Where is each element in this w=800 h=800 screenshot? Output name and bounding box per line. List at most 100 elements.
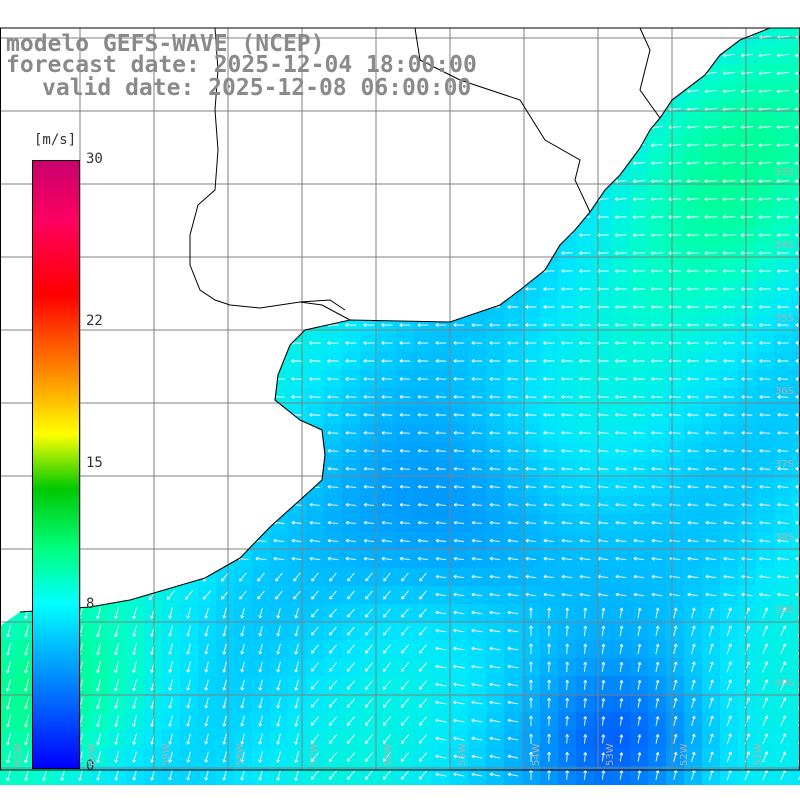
wind-arrow — [186, 661, 191, 673]
wind-arrow — [93, 287, 105, 291]
wind-arrow — [615, 502, 627, 507]
wind-arrow — [42, 769, 47, 782]
wind-cell — [306, 568, 325, 587]
wind-cell — [306, 190, 325, 209]
wind-cell — [432, 100, 451, 119]
wind-arrow — [111, 376, 123, 381]
wind-arrow — [687, 448, 699, 453]
wind-cell — [486, 46, 505, 65]
wind-arrow — [795, 287, 800, 291]
wind-cell — [486, 424, 505, 443]
wind-arrow — [435, 772, 447, 777]
wind-cell — [198, 172, 217, 191]
wind-arrow — [255, 520, 267, 525]
wind-cell — [126, 352, 145, 371]
wind-cell — [684, 694, 703, 713]
wind-arrow — [201, 233, 213, 238]
wind-cell — [198, 226, 217, 245]
wind-cell — [540, 172, 559, 191]
wind-cell — [504, 172, 523, 191]
wind-cell — [396, 118, 415, 137]
wind-arrow — [776, 197, 790, 202]
wind-arrow — [758, 233, 772, 238]
wind-arrow — [237, 430, 249, 435]
wind-cell — [126, 424, 145, 443]
wind-arrow — [400, 716, 410, 726]
wind-cell — [324, 208, 343, 227]
wind-cell — [666, 370, 685, 389]
wind-cell — [702, 118, 721, 137]
wind-cell — [486, 64, 505, 83]
wind-arrow — [110, 520, 123, 525]
wind-arrow — [435, 161, 447, 166]
wind-arrow — [164, 520, 177, 525]
wind-cell — [666, 748, 685, 767]
wind-cell — [378, 100, 397, 119]
wind-arrow — [740, 269, 753, 273]
wind-arrow — [165, 287, 177, 291]
wind-arrow — [597, 161, 609, 166]
wind-arrow — [186, 733, 191, 745]
wind-arrow — [309, 430, 321, 435]
wind-cell — [684, 100, 703, 119]
wind-arrow — [111, 412, 123, 417]
wind-cell — [414, 154, 433, 173]
wind-arrow — [345, 376, 357, 381]
wind-arrow — [200, 430, 213, 435]
wind-cell — [720, 658, 739, 677]
wind-arrow — [561, 538, 573, 543]
wind-arrow — [687, 466, 699, 471]
wind-arrow — [794, 89, 800, 94]
wind-arrow — [21, 323, 33, 327]
wind-arrow — [651, 71, 663, 76]
wind-arrow — [632, 215, 645, 220]
wind-cell — [378, 154, 397, 173]
wind-arrow — [471, 215, 483, 220]
wind-cell — [270, 370, 289, 389]
wind-arrow — [365, 572, 373, 582]
wind-cell — [270, 154, 289, 173]
wind-arrow — [525, 323, 537, 327]
wind-arrow — [291, 233, 303, 238]
wind-arrow — [759, 520, 771, 525]
wind-cell — [234, 748, 253, 767]
wind-cell — [558, 370, 577, 389]
wind-cell — [360, 586, 379, 605]
wind-arrow — [129, 412, 141, 417]
wind-arrow — [21, 341, 33, 345]
wind-cell — [234, 766, 253, 785]
wind-arrow — [632, 179, 645, 184]
wind-arrow — [777, 556, 789, 561]
wind-cell — [414, 262, 433, 281]
wind-cell — [450, 388, 469, 407]
wind-cell — [450, 280, 469, 299]
wind-arrow — [453, 143, 465, 148]
wind-cell — [720, 406, 739, 425]
wind-cell — [576, 136, 595, 155]
wind-cell — [558, 190, 577, 209]
wind-arrow — [489, 484, 501, 489]
wind-cell — [774, 694, 793, 713]
wind-arrow — [201, 251, 213, 256]
wind-cell — [324, 730, 343, 749]
wind-cell — [234, 190, 253, 209]
wind-arrow — [399, 376, 411, 381]
wind-arrow — [201, 538, 213, 543]
wind-arrow — [453, 646, 465, 651]
wind-arrow — [615, 484, 627, 489]
wind-cell — [666, 712, 685, 731]
wind-cell — [792, 478, 800, 497]
wind-cell — [270, 586, 289, 605]
wind-arrow — [686, 215, 700, 220]
wind-arrow — [615, 466, 627, 471]
wind-arrow — [722, 305, 735, 309]
wind-arrow — [24, 660, 30, 674]
wind-cell — [54, 100, 73, 119]
wind-cell — [360, 748, 379, 767]
wind-arrow — [168, 697, 173, 709]
wind-arrow — [2, 107, 15, 112]
wind-arrow — [583, 625, 588, 637]
wind-arrow — [166, 590, 176, 600]
wind-cell — [594, 748, 613, 767]
wind-arrow — [291, 197, 303, 202]
